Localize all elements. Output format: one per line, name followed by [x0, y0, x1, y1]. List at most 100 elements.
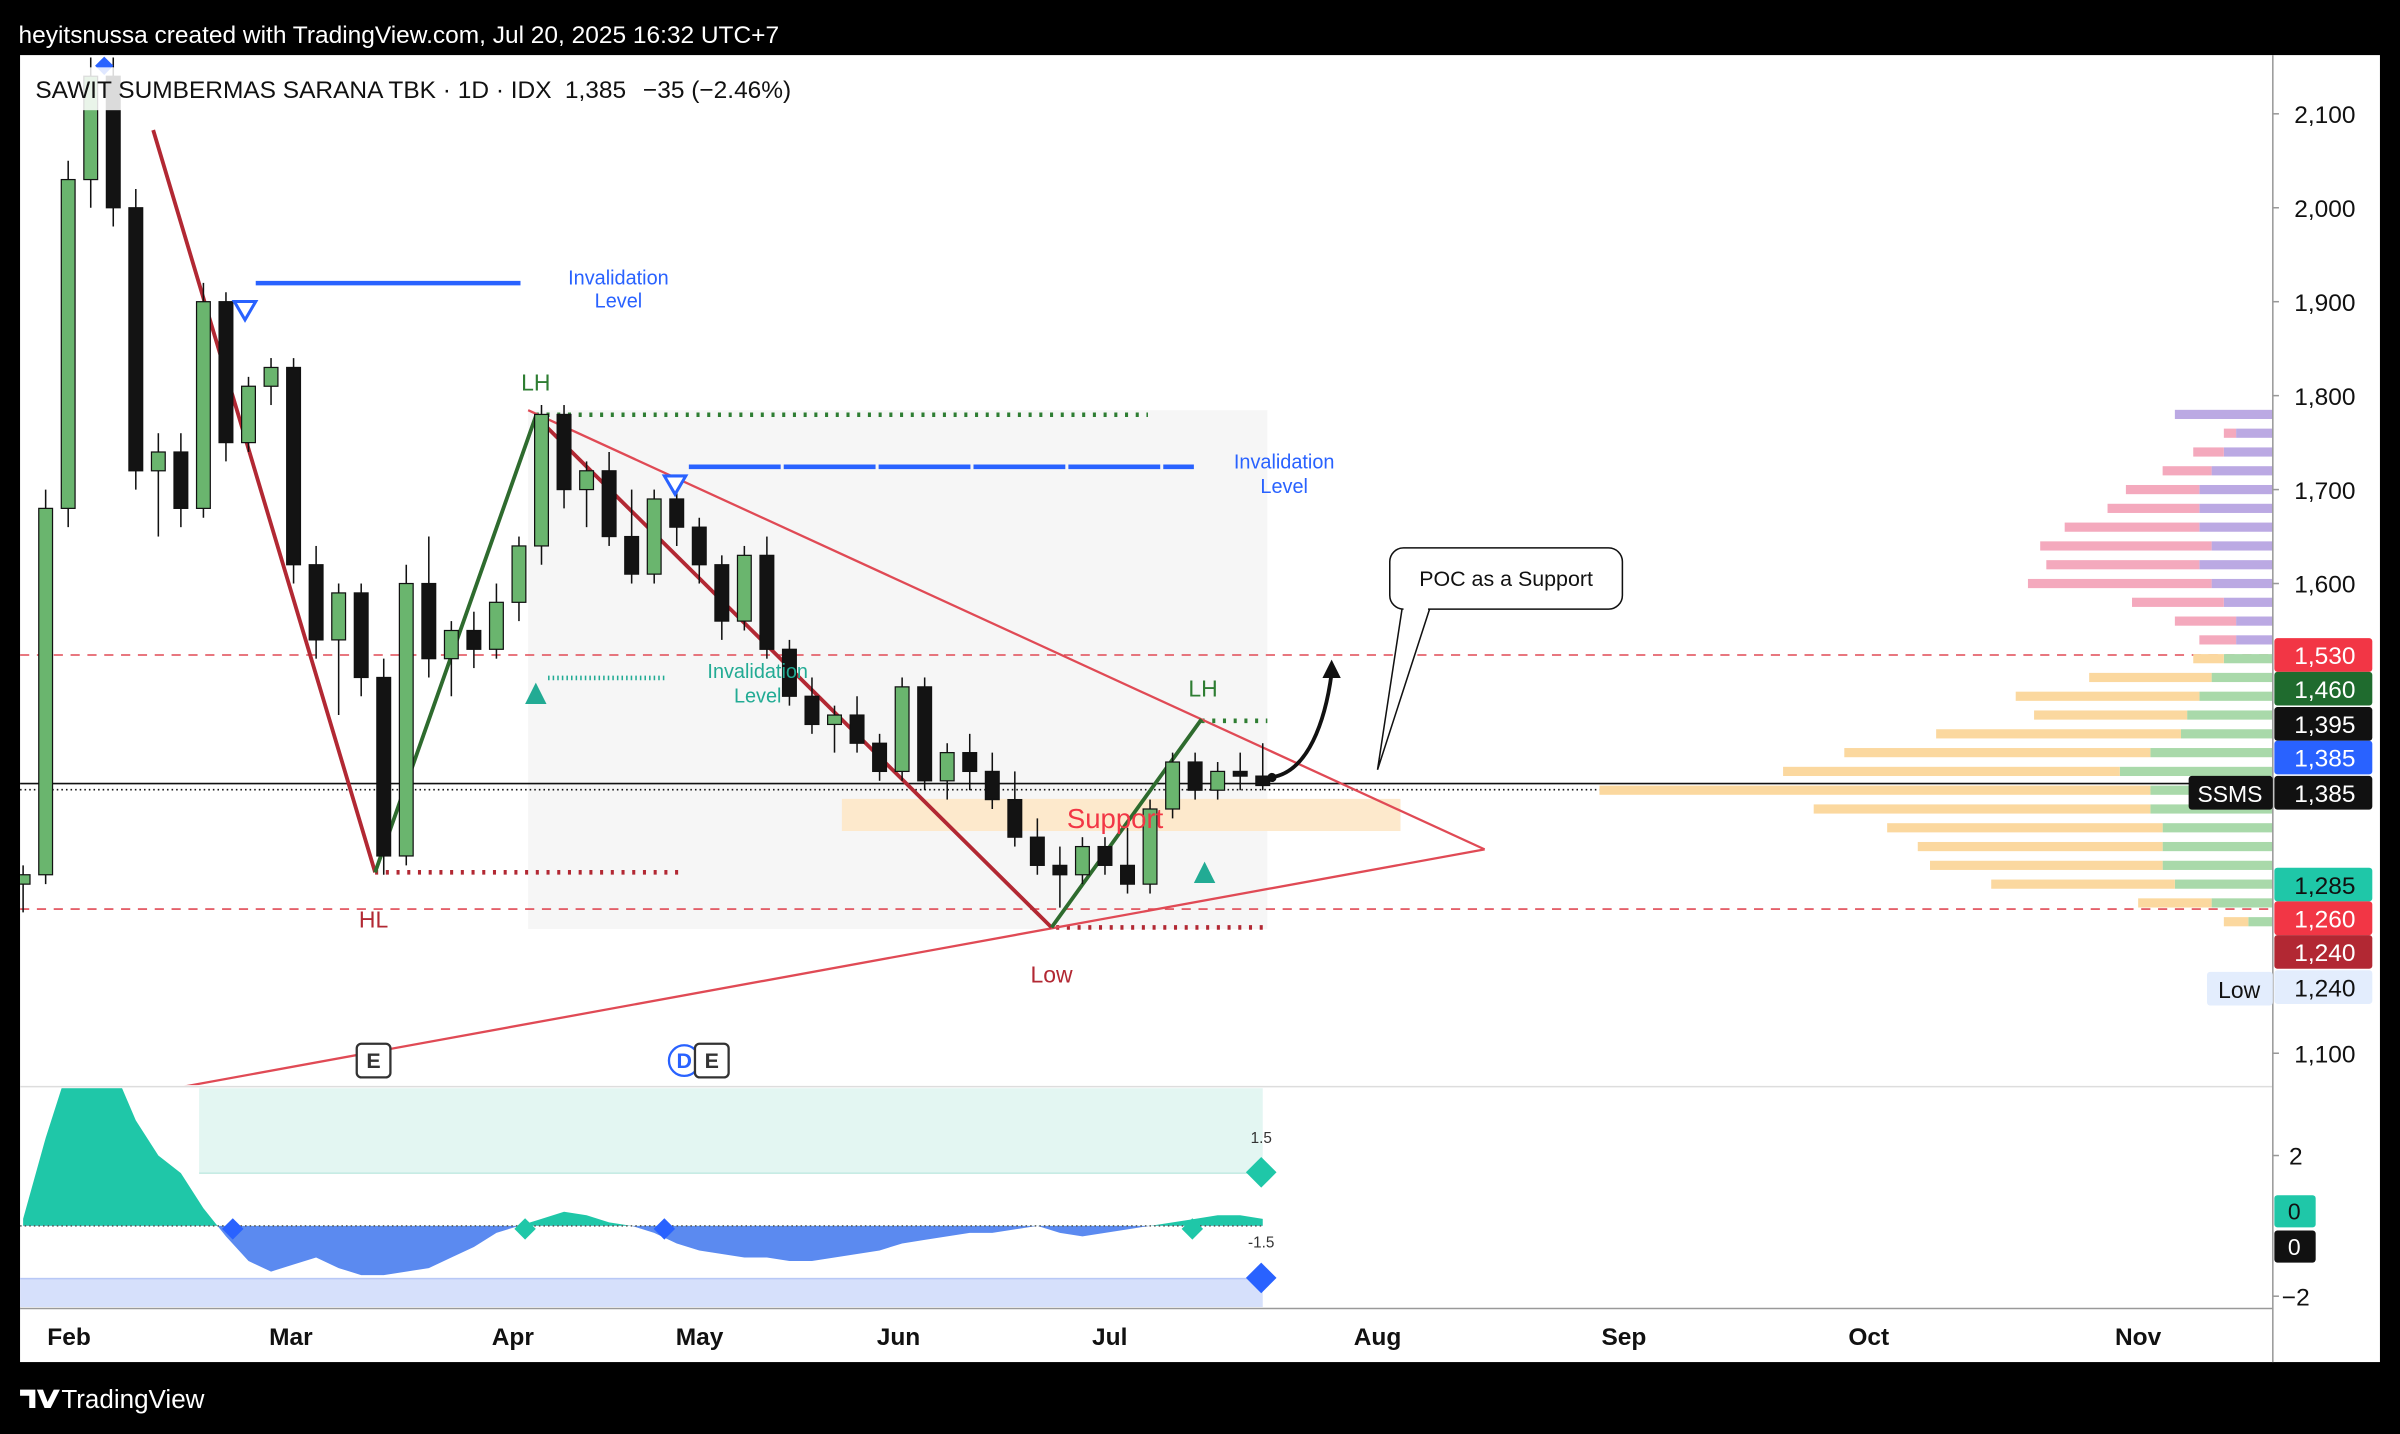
profile-bar: [2089, 672, 2212, 683]
annotation: Invalidation: [568, 268, 669, 290]
profile-bar: [2150, 748, 2273, 758]
x-tick-label: May: [676, 1324, 724, 1351]
logo-mark: [20, 1389, 60, 1408]
signal-diamond: [1181, 1218, 1204, 1240]
candle-body: [1232, 770, 1248, 777]
low-tag: [2207, 971, 2273, 1006]
candle-body: [984, 770, 1000, 801]
candle-body: [917, 686, 933, 782]
indicator-area-neg: [217, 1225, 1151, 1276]
y-tick-label: 2: [2289, 1144, 2303, 1171]
profile-bar: [2162, 823, 2273, 833]
profile-bar: [2046, 560, 2200, 570]
projection-arrow: [1270, 673, 1334, 780]
profile-bar: [2180, 729, 2273, 739]
change: −35 (−2.46%): [643, 77, 791, 104]
zero-tag-text: 0: [2288, 1234, 2301, 1260]
y-tick-label: 1,600: [2294, 572, 2355, 599]
arrow-head: [1322, 659, 1341, 678]
candle-body: [939, 752, 955, 782]
price-tag: [2274, 707, 2373, 741]
swing-line: [1049, 718, 1204, 929]
annotation: Low: [1031, 962, 1074, 988]
marker-down: [661, 474, 689, 498]
profile-bar: [2034, 710, 2188, 720]
profile-bar: [2211, 672, 2273, 683]
band-label: -1.5: [1248, 1234, 1274, 1251]
candle-body: [195, 301, 211, 509]
profile-bar: [2193, 654, 2224, 664]
annotation: Support: [1067, 803, 1164, 834]
candle-body: [308, 564, 324, 641]
profile-bar: [1813, 804, 2151, 814]
profile-bar: [2236, 635, 2273, 645]
header-text: heyitsnussa created with TradingView.com…: [19, 22, 780, 49]
profile-bar: [1783, 766, 2120, 777]
candle-body: [579, 470, 595, 491]
annotation: HL: [359, 906, 388, 932]
profile-bar: [2223, 917, 2249, 927]
marker-up: [525, 682, 547, 704]
candle-body: [60, 178, 76, 509]
candle-body: [781, 648, 797, 697]
candle-body: [1187, 761, 1203, 791]
candle-body: [827, 714, 843, 726]
profile-bar: [2125, 484, 2200, 495]
event-badge: [693, 1042, 730, 1079]
price-tag: [2274, 935, 2373, 969]
profile-bar: [1991, 879, 2175, 889]
annotation: LH: [1188, 675, 1217, 701]
event-label: E: [366, 1049, 380, 1073]
profile-bar: [2132, 597, 2224, 607]
swing-line: [151, 129, 377, 873]
profile-bar: [2223, 654, 2273, 664]
indicator-area-pos: [23, 1088, 1263, 1226]
ticker-tag: [2188, 775, 2273, 810]
y-tick-label: 1,700: [2294, 478, 2355, 505]
candle-body: [1007, 798, 1023, 838]
profile-bar: [2027, 578, 2212, 589]
callout-box: [1389, 547, 1624, 610]
profile-bar: [2138, 898, 2212, 908]
price-tag: [2274, 671, 2373, 706]
candle-body: [714, 564, 730, 622]
candle-body: [1052, 864, 1068, 876]
price-tag: [2274, 638, 2373, 672]
zero-tag: [2274, 1230, 2316, 1263]
profile-bar: [2199, 635, 2237, 645]
arrow-start: [1267, 772, 1277, 783]
candle-body: [759, 554, 775, 650]
footer-logo: TradingView: [61, 1384, 204, 1414]
x-tick-label: Sep: [1601, 1324, 1646, 1351]
low-tag-text: Low: [2218, 977, 2261, 1003]
callout-tail: [1376, 608, 1431, 771]
candle-body: [669, 498, 685, 528]
candle-body: [601, 470, 617, 538]
symbol: SAWIT SUMBERMAS SARANA TBK · 1D · IDX: [35, 77, 551, 104]
candle-body: [691, 526, 707, 566]
candle-body: [804, 695, 820, 726]
profile-bar: [2107, 503, 2200, 513]
signal-diamond: [1245, 1262, 1277, 1294]
profile-bar: [2211, 898, 2273, 908]
candle-body: [173, 451, 189, 509]
y-tick-label: 1,800: [2294, 384, 2355, 411]
profile-bar: [2223, 428, 2237, 438]
y-tick-label: 1,100: [2294, 1041, 2355, 1068]
profile-bar: [2199, 484, 2273, 495]
candle-body: [331, 592, 347, 641]
candle-body: [128, 207, 144, 472]
x-tick-label: Apr: [492, 1324, 535, 1351]
event-badge: [355, 1042, 392, 1079]
ticker-text: SSMS: [2197, 781, 2262, 807]
profile-bar: [2064, 522, 2200, 532]
price-tag: [2274, 775, 2373, 810]
candle-body: [1120, 864, 1136, 885]
support-zone: [841, 798, 1401, 832]
price-tag-text: 1,240: [2294, 975, 2355, 1002]
x-tick-label: Nov: [2115, 1324, 2162, 1351]
profile-bar: [2199, 503, 2273, 513]
candle-body: [534, 413, 550, 547]
marker-up: [1193, 861, 1216, 884]
candle-body: [263, 366, 279, 387]
